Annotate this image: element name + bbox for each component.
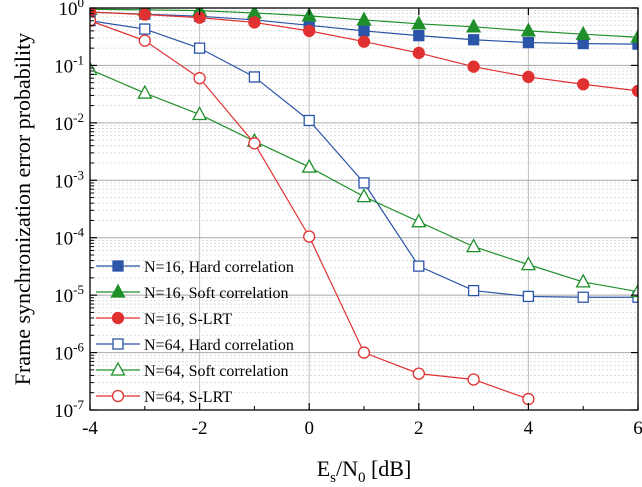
- data-point: [575, 25, 591, 40]
- series-3: [90, 8, 638, 98]
- y-tick-label: 10-4: [54, 225, 84, 250]
- plot-area-background: [90, 8, 638, 410]
- y-tick-label: 10-7: [54, 397, 84, 422]
- data-point: [137, 84, 153, 99]
- data-point: [577, 291, 589, 303]
- legend-entry: N=64, Soft correlation: [96, 361, 289, 380]
- x-axis-title-sub2: 0: [358, 470, 366, 486]
- data-point: [358, 177, 370, 189]
- data-point: [193, 72, 206, 85]
- x-axis-title-sub1: s: [330, 470, 336, 486]
- y-tick-label: 10-3: [54, 167, 84, 192]
- data-point: [466, 238, 482, 253]
- data-point: [413, 260, 425, 272]
- legend-marker: [110, 283, 126, 298]
- legend-entry: N=16, Soft correlation: [96, 283, 289, 302]
- legend-label: N=16, Hard correlation: [144, 259, 294, 276]
- legend-marker: [110, 361, 126, 376]
- data-point: [138, 34, 151, 47]
- data-point: [412, 367, 425, 380]
- tick-labels: -4 -2 0 2 4 6 10-7 10-6 10-5 10-4 10-3 10-2 10-1 100: [54, 0, 642, 439]
- legend-label: N=64, Soft correlation: [144, 363, 289, 380]
- data-point: [632, 38, 638, 50]
- x-tick-label: -4: [82, 418, 98, 439]
- legend-label: N=64, Hard correlation: [144, 337, 294, 354]
- axis-ticks: [89, 7, 639, 411]
- data-point: [248, 71, 261, 83]
- data-point: [466, 18, 482, 33]
- data-point: [630, 283, 638, 298]
- data-point: [301, 158, 317, 173]
- x-axis-title: Es/N0 [dB]: [317, 456, 412, 486]
- data-point: [358, 25, 370, 37]
- data-point: [467, 34, 480, 46]
- data-point: [577, 37, 589, 50]
- data-point: [520, 22, 536, 37]
- data-point: [575, 273, 591, 288]
- data-point: [303, 24, 316, 38]
- data-point: [467, 373, 480, 386]
- x-axis-title-unit: [dB]: [365, 456, 411, 481]
- data-point: [303, 230, 316, 243]
- series-layer: [90, 8, 638, 406]
- data-point: [413, 30, 425, 42]
- legend-entry: N=64, Hard correlation: [96, 337, 294, 354]
- series-6: [90, 14, 535, 406]
- legend-entry: N=16, S-LRT: [96, 311, 232, 328]
- legend-label: N=16, Soft correlation: [144, 285, 289, 302]
- legend-marker: [111, 311, 125, 325]
- data-point: [411, 15, 427, 30]
- data-point: [411, 213, 427, 228]
- legend-marker: [112, 260, 124, 272]
- data-point: [630, 28, 638, 43]
- data-point: [577, 78, 590, 91]
- data-point: [520, 256, 536, 271]
- x-axis-title-mid: /N: [336, 456, 358, 481]
- data-point: [303, 114, 315, 127]
- data-point: [248, 137, 261, 150]
- legend: N=16, Hard correlation N=16, Soft correla…: [96, 259, 294, 406]
- data-point: [357, 35, 371, 48]
- data-point: [356, 188, 372, 203]
- data-point: [193, 42, 206, 54]
- legend-marker: [111, 389, 125, 403]
- legend-marker: [112, 338, 124, 350]
- data-point: [522, 36, 535, 49]
- legend-label: N=64, S-LRT: [144, 389, 232, 406]
- data-point: [467, 284, 480, 297]
- data-point: [138, 8, 151, 21]
- data-point: [356, 11, 372, 26]
- data-point: [139, 23, 151, 35]
- data-point: [467, 60, 480, 73]
- legend-entry: N=16, Hard correlation: [96, 259, 294, 276]
- x-axis-title-main: E: [317, 456, 330, 481]
- data-point: [522, 290, 535, 303]
- y-tick-label: 10-2: [54, 110, 84, 135]
- data-point: [522, 70, 535, 84]
- x-tick-label: -2: [192, 418, 208, 439]
- data-point: [192, 106, 208, 121]
- y-tick-label: 100: [59, 0, 85, 20]
- data-point: [357, 346, 371, 359]
- y-tick-label: 10-6: [54, 340, 84, 365]
- y-tick-label: 10-1: [54, 52, 84, 77]
- legend-entry: N=64, S-LRT: [96, 389, 232, 406]
- series-4: [90, 15, 638, 303]
- y-tick-label: 10-5: [54, 282, 84, 307]
- legend-label: N=16, S-LRT: [144, 311, 232, 328]
- x-tick-label: 4: [524, 418, 534, 439]
- x-tick-label: 6: [633, 418, 642, 439]
- y-axis-title: Frame synchronization error probability: [10, 33, 35, 386]
- data-point: [631, 84, 638, 98]
- data-point: [522, 392, 535, 406]
- x-tick-label: 0: [304, 418, 314, 439]
- x-tick-label: 2: [414, 418, 424, 439]
- data-point: [412, 46, 425, 60]
- data-point: [248, 16, 261, 29]
